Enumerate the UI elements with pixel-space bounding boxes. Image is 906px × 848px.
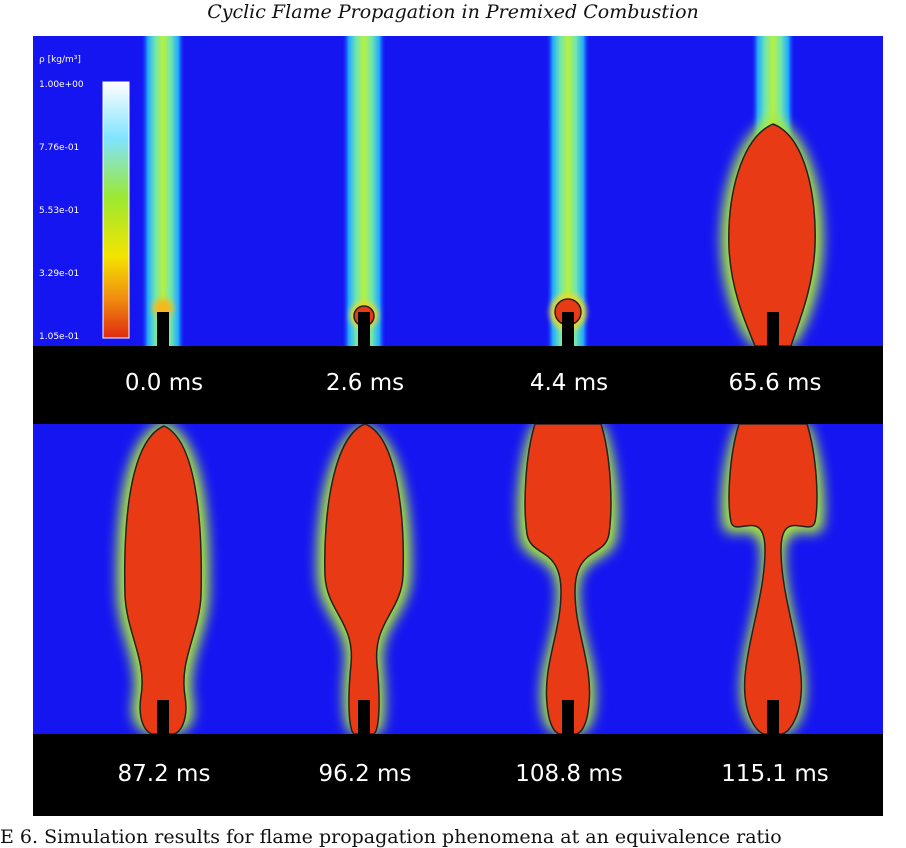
time-label: 65.6 ms [729,370,822,396]
panel-0-0ms [141,36,185,346]
simulation-svg: 0.0 ms 2.6 ms 4.4 ms 65.6 ms 87.2 ms 96.… [33,36,883,816]
time-label: 96.2 ms [319,761,412,787]
panel-2-6ms [342,36,386,346]
panel-87-2ms [116,421,210,735]
panel-65-6ms [720,36,824,347]
time-label: 0.0 ms [125,370,203,396]
colorbar: ρ [kg/m³] 1.00e+00 7.76e-01 5.53e-01 3.2… [39,55,130,342]
panel-4-4ms [546,36,590,346]
colorbar-tick: 5.53e-01 [39,206,79,216]
time-label: 108.8 ms [515,761,623,787]
simulation-figure: 0.0 ms 2.6 ms 4.4 ms 65.6 ms 87.2 ms 96.… [33,36,883,816]
colorbar-label: ρ [kg/m³] [39,55,81,65]
nozzle [157,312,169,346]
nozzle [767,312,779,346]
nozzle [358,700,370,734]
nozzle [358,312,370,346]
fuel-plume [141,36,185,346]
panel-115-1ms [721,423,825,735]
nozzle [562,312,574,346]
panel-96-2ms [316,423,412,735]
time-label: 115.1 ms [721,761,829,787]
colorbar-tick: 7.76e-01 [39,143,79,153]
colorbar-tick: 1.00e+00 [39,80,84,90]
time-label: 87.2 ms [118,761,211,787]
figure-title: Cyclic Flame Propagation in Premixed Com… [207,1,699,23]
colorbar-scale [102,81,130,339]
time-label: 4.4 ms [530,370,608,396]
colorbar-tick: 3.29e-01 [39,269,79,279]
top-label-bar [33,346,883,424]
nozzle [562,700,574,734]
fuel-plume [342,36,386,346]
nozzle [767,700,779,734]
time-label: 2.6 ms [326,370,404,396]
bottom-label-bar [33,734,883,816]
nozzle [157,700,169,734]
figure-caption: E 6. Simulation results for flame propag… [0,826,782,848]
colorbar-tick: 1.05e-01 [39,332,79,342]
